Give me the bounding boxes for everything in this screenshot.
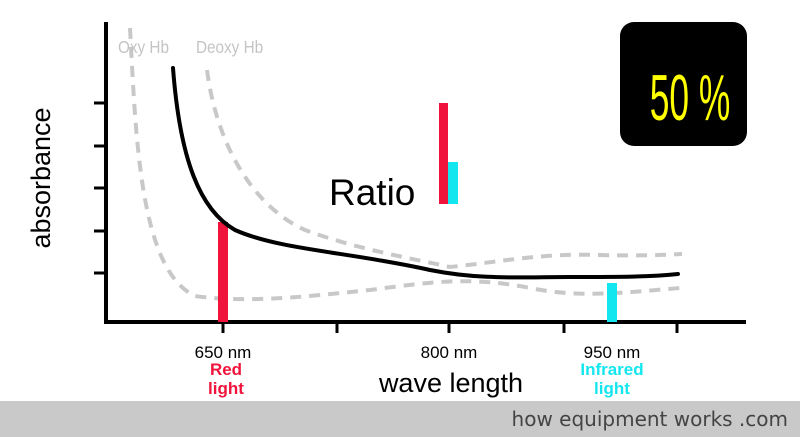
tick-label-650: 650 nm (195, 343, 252, 362)
infrared-light-label-line2: light (594, 379, 630, 398)
y-ticks (94, 101, 106, 275)
tick-label-800: 800 nm (421, 343, 478, 362)
footer-site-link[interactable]: how equipment works .com (511, 407, 788, 431)
oxy-hb-curve (128, 27, 681, 302)
absorbance-curve (171, 66, 680, 280)
x-axis-label: wave length (378, 368, 523, 398)
oxy-hb-label: Oxy Hb (118, 37, 169, 57)
percent-value: 50 % (650, 63, 731, 135)
red-light-label-line1: Red (210, 360, 242, 379)
ratio-cyan-bar (448, 162, 458, 204)
infrared-light-bar (607, 283, 617, 322)
deoxy-hb-label: Deoxy Hb (196, 37, 263, 57)
ratio-label: Ratio (329, 172, 415, 213)
footer-bar: how equipment works .com (0, 401, 800, 437)
red-light-bar (218, 222, 228, 322)
x-ticks (221, 322, 679, 333)
ratio-red-bar (439, 103, 448, 204)
red-light-label-line2: light (208, 379, 244, 398)
y-axis-label: absorbance (26, 107, 56, 248)
deoxy-hb-curve (205, 69, 683, 270)
infrared-light-label-line1: Infrared (580, 360, 643, 379)
tick-label-950: 950 nm (584, 343, 641, 362)
percent-box (620, 22, 747, 146)
